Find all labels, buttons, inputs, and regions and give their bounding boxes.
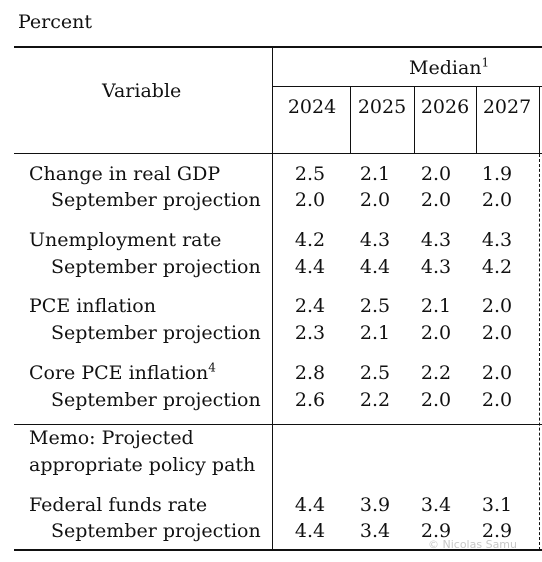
cell-value: 2.0 (420, 322, 452, 344)
cell-value: 2.9 (420, 520, 452, 542)
cell-value: 4.4 (294, 494, 326, 516)
cell-value: 1.9 (481, 163, 513, 185)
cell-value: 2.5 (359, 295, 391, 317)
cell-value: 2.6 (294, 389, 326, 411)
cell-value: 4.4 (294, 256, 326, 278)
cell-value: 2.8 (294, 362, 326, 384)
bottom-rule (14, 549, 542, 551)
cell-value: 4.2 (294, 229, 326, 251)
cell-value: 2.5 (359, 362, 391, 384)
memo-rule (14, 424, 542, 425)
median-rule (273, 86, 542, 87)
row-label: September projection (51, 256, 261, 278)
cell-value: 2.0 (420, 189, 452, 211)
row-label: Federal funds rate (29, 494, 208, 516)
cell-value: 3.4 (359, 520, 391, 542)
cell-value: 2.0 (294, 189, 326, 211)
year-divider-3 (476, 87, 477, 154)
cell-value: 2.4 (294, 295, 326, 317)
cell-value: 4.2 (481, 256, 513, 278)
cell-value: 2.1 (359, 163, 391, 185)
cell-value: 4.3 (420, 256, 452, 278)
cell-value: 2.2 (420, 362, 452, 384)
variable-header: Variable (102, 80, 182, 102)
row-label: September projection (51, 322, 261, 344)
watermark: © Nicolas Samu (428, 538, 517, 551)
cell-value: 4.4 (359, 256, 391, 278)
variable-divider (272, 46, 273, 550)
cell-value: 3.1 (481, 494, 513, 516)
year-header-2025: 2025 (357, 96, 407, 118)
row-label: September projection (51, 189, 261, 211)
row-label: September projection (51, 520, 261, 542)
row-label: Core PCE inflation4 (29, 360, 216, 384)
row-label: September projection (51, 389, 261, 411)
cell-value: 2.1 (359, 322, 391, 344)
cell-value: 4.3 (420, 229, 452, 251)
cell-value: 4.3 (481, 229, 513, 251)
cell-value: 2.9 (481, 520, 513, 542)
cell-value: 3.9 (359, 494, 391, 516)
top-rule (14, 46, 542, 48)
cell-value: 2.2 (359, 389, 391, 411)
memo-line-1: Memo: Projected (29, 427, 194, 449)
year-header-2026: 2026 (420, 96, 470, 118)
cell-value: 2.0 (420, 389, 452, 411)
cell-value: 2.0 (481, 322, 513, 344)
median-header: Median1 (409, 55, 490, 79)
row-label: Change in real GDP (29, 163, 221, 185)
year-divider-1 (350, 87, 351, 154)
cell-value: 2.3 (294, 322, 326, 344)
cell-value: 2.0 (420, 163, 452, 185)
cell-value: 4.4 (294, 520, 326, 542)
row-label: PCE inflation (29, 295, 156, 317)
cell-value: 2.0 (481, 362, 513, 384)
header-rule (14, 153, 542, 154)
footnote-marker: 4 (208, 360, 216, 375)
dashed-divider (539, 154, 540, 550)
year-header-2024: 2024 (287, 96, 337, 118)
memo-line-2: appropriate policy path (29, 454, 256, 476)
year-header-2027: 2027 (482, 96, 532, 118)
cell-value: 2.1 (420, 295, 452, 317)
row-label: Unemployment rate (29, 229, 222, 251)
unit-label: Percent (18, 11, 93, 33)
cell-value: 2.0 (481, 189, 513, 211)
cell-value: 2.0 (481, 295, 513, 317)
cell-value: 2.0 (359, 189, 391, 211)
cell-value: 2.0 (481, 389, 513, 411)
year-divider-4 (539, 87, 540, 154)
cell-value: 4.3 (359, 229, 391, 251)
cell-value: 2.5 (294, 163, 326, 185)
cell-value: 3.4 (420, 494, 452, 516)
year-divider-2 (414, 87, 415, 154)
